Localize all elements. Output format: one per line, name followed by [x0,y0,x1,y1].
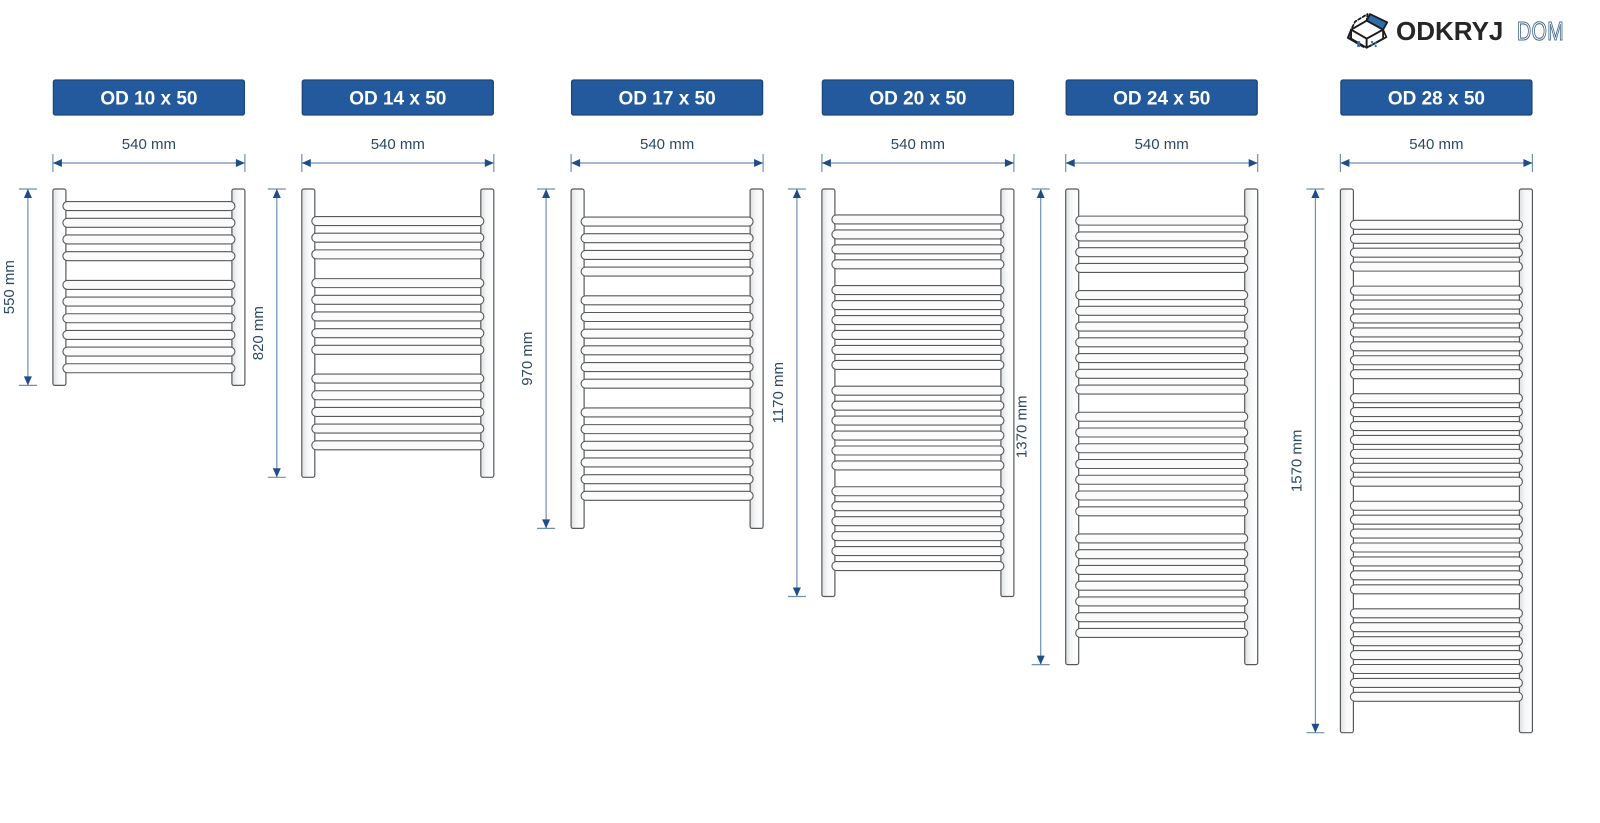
svg-text:820 mm: 820 mm [250,306,267,360]
svg-text:540 mm: 540 mm [1409,136,1463,153]
svg-text:550 mm: 550 mm [1,260,18,314]
svg-text:540 mm: 540 mm [371,136,425,153]
svg-text:OD 17 x 50: OD 17 x 50 [619,89,716,110]
svg-text:OD 20 x 50: OD 20 x 50 [869,89,966,110]
svg-text:OD 28 x 50: OD 28 x 50 [1388,89,1485,110]
svg-text:DOM: DOM [1517,16,1564,46]
svg-text:540 mm: 540 mm [891,136,945,153]
svg-text:540 mm: 540 mm [640,136,694,153]
svg-text:ODKRYJ: ODKRYJ [1396,16,1503,46]
svg-text:1170 mm: 1170 mm [770,362,787,423]
svg-text:OD 24 x 50: OD 24 x 50 [1113,89,1210,110]
svg-text:OD 14 x 50: OD 14 x 50 [349,89,446,110]
svg-text:540 mm: 540 mm [122,136,176,153]
svg-text:OD 10 x 50: OD 10 x 50 [100,89,197,110]
svg-text:1570 mm: 1570 mm [1288,430,1305,493]
svg-text:540 mm: 540 mm [1135,136,1189,153]
svg-text:1370 mm: 1370 mm [1014,396,1031,459]
svg-text:970 mm: 970 mm [519,332,536,386]
